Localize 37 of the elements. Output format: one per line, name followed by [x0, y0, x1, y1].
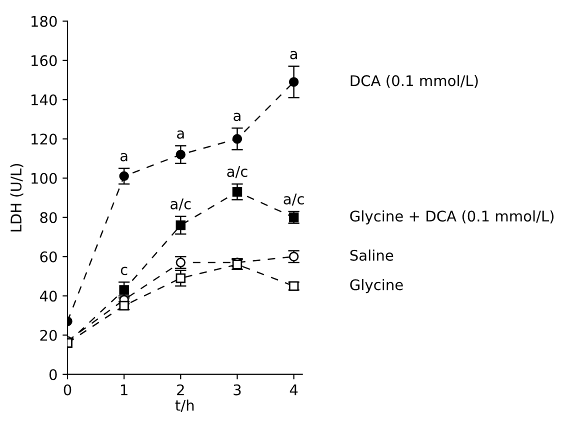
annotation: a [234, 112, 240, 122]
text: DCA (0.1 mmol/L) [350, 74, 478, 88]
text: Glycine [350, 278, 403, 294]
point [119, 285, 129, 295]
point [232, 187, 242, 197]
y-tick-label: 140 [32, 94, 57, 106]
point [176, 150, 186, 160]
annotation: c [120, 266, 128, 276]
point [288, 77, 299, 87]
annotation: a/c [170, 198, 191, 211]
y-tick-label: 20 [40, 330, 57, 341]
point [232, 134, 242, 144]
y-axis-title: LDH (U/L) [10, 164, 24, 232]
x-tick-label: 0 [64, 384, 72, 396]
point [119, 171, 129, 182]
y-tick-label: 40 [40, 290, 57, 302]
x-tick-label: 2 [177, 384, 184, 396]
annotation: a [290, 50, 297, 60]
point [176, 220, 186, 230]
y-tick-label: 160 [32, 55, 57, 66]
y-tick-label: 180 [32, 16, 57, 27]
annotation: a [120, 152, 128, 162]
x-tick-label: 1 [121, 384, 128, 396]
annotation: a [177, 130, 184, 139]
text: Glycine + DCA (0.1 mmol/L) [350, 210, 554, 224]
y-tick-label: 80 [40, 212, 57, 224]
text: Saline [350, 250, 394, 261]
y-tick-label: 0 [49, 369, 57, 380]
x-axis-title: t/h [175, 400, 194, 412]
x-tick-label: 4 [290, 384, 298, 396]
x-tick-label: 3 [234, 384, 241, 396]
y-tick-label: 120 [32, 134, 57, 145]
annotation: a/c [227, 166, 248, 178]
point [176, 273, 186, 284]
annotation: a/c [284, 194, 304, 206]
y-tick-label: 100 [32, 172, 57, 184]
y-tick-label: 60 [40, 251, 57, 262]
